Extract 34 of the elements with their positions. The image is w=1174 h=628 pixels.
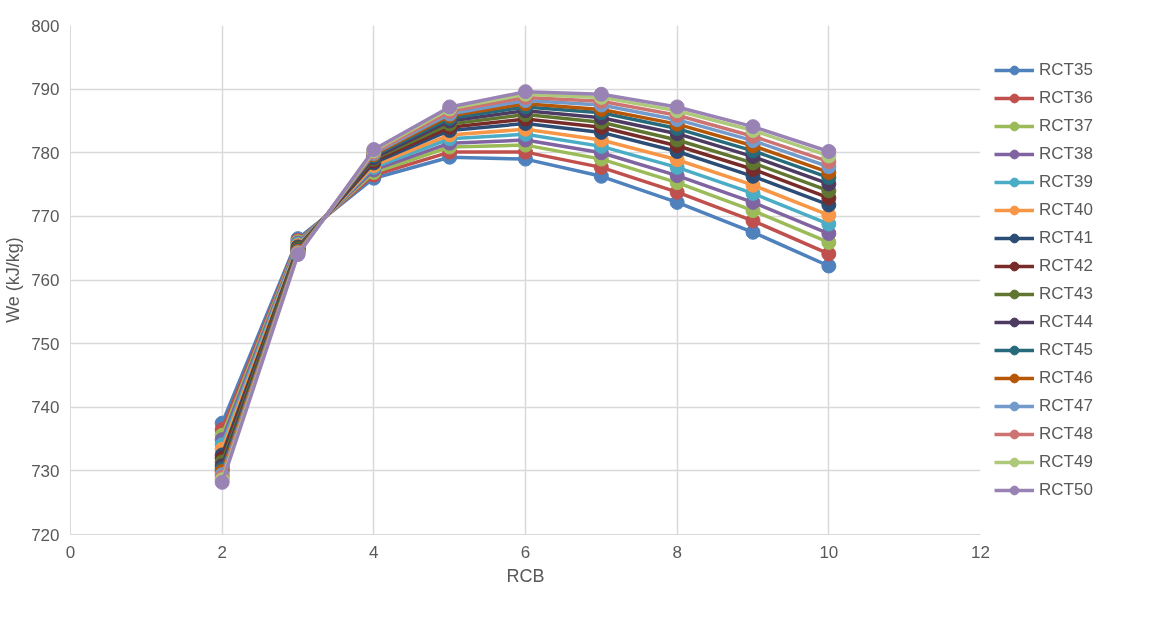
legend-label: RCT39 [1039,170,1093,193]
y-tick-label: 780 [31,143,60,163]
legend-label: RCT41 [1039,226,1093,249]
y-tick-label: 790 [31,80,60,100]
x-axis-title: RCB [506,565,545,586]
legend-label: RCT45 [1039,338,1093,361]
legend-label: RCT36 [1039,86,1093,109]
legend-label: RCT37 [1039,114,1093,137]
legend-label: RCT40 [1039,198,1093,221]
legend-label: RCT46 [1039,366,1093,389]
x-tick-label: 0 [65,542,76,562]
legend-label: RCT35 [1039,58,1093,81]
x-tick-label: 4 [369,542,379,562]
y-axis-title: We (kJ/kg) [3,237,24,323]
legend-label: RCT50 [1039,478,1093,501]
legend-label: RCT43 [1039,282,1093,305]
legend-label: RCT48 [1039,422,1093,445]
x-tick-label: 10 [819,542,839,562]
legend-label: RCT44 [1039,310,1093,333]
legend-label: RCT49 [1039,450,1093,473]
y-tick-label: 760 [31,271,60,290]
x-tick-label: 2 [217,542,227,562]
x-tick-label: 6 [520,542,531,562]
x-tick-label: 12 [971,542,990,562]
y-tick-label: 770 [31,207,60,227]
legend-label: RCT47 [1039,394,1093,417]
y-tick-label: 750 [31,334,60,354]
y-tick-label: 800 [31,16,60,36]
y-tick-label: 730 [31,461,60,481]
x-tick-label: 8 [672,542,682,562]
y-tick-label: 720 [31,525,60,545]
legend-label: RCT42 [1039,254,1093,277]
y-tick-label: 740 [31,398,60,418]
legend-label: RCT38 [1039,142,1093,165]
